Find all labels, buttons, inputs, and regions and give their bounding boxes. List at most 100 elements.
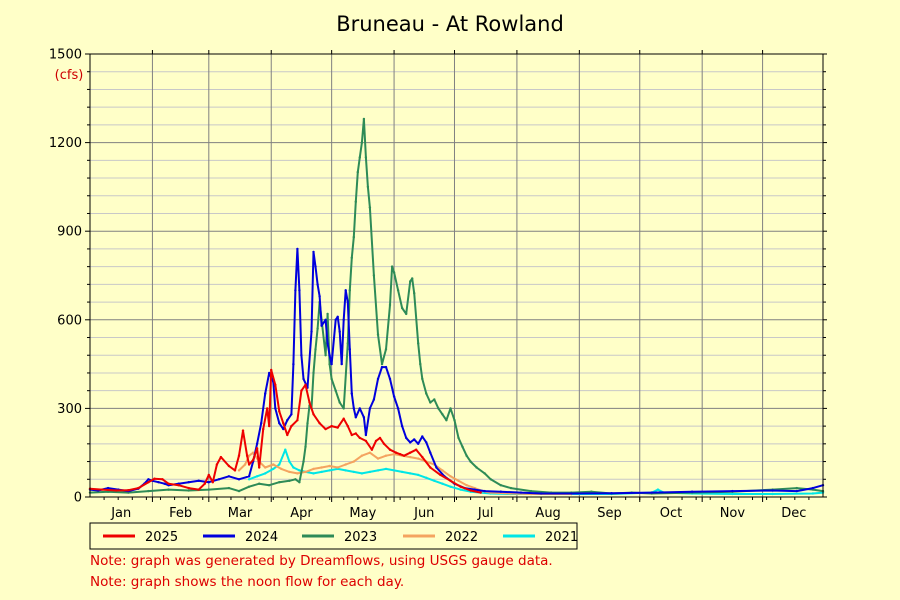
data-point-2023 xyxy=(465,454,468,457)
data-point-2025 xyxy=(439,473,442,477)
data-point-2021 xyxy=(344,469,347,472)
data-point-2024 xyxy=(255,442,259,445)
data-point-2021 xyxy=(368,470,372,474)
data-point-2021 xyxy=(376,469,380,472)
data-point-2025 xyxy=(153,477,156,480)
data-point-2021 xyxy=(811,492,815,495)
data-point-2025 xyxy=(177,484,180,487)
data-point-2023 xyxy=(469,460,472,463)
data-point-2024 xyxy=(312,250,315,254)
data-point-2025 xyxy=(266,407,269,410)
data-point-2025 xyxy=(402,454,406,457)
data-point-2023 xyxy=(187,489,190,492)
data-point-2025 xyxy=(336,426,339,429)
chart-title: Bruneau - At Rowland xyxy=(336,12,564,36)
data-point-2025 xyxy=(251,458,255,462)
data-point-2024 xyxy=(342,318,345,321)
data-point-2024 xyxy=(346,300,349,304)
data-point-2021 xyxy=(459,488,462,491)
x-tick-label: Jan xyxy=(110,506,131,521)
data-point-2021 xyxy=(352,470,355,474)
data-point-2024 xyxy=(187,481,190,484)
data-point-2024 xyxy=(435,466,438,469)
data-point-2024 xyxy=(409,441,412,444)
data-point-2023 xyxy=(529,489,533,493)
data-point-2022 xyxy=(392,453,396,456)
data-point-2023 xyxy=(278,481,281,484)
data-point-2023 xyxy=(350,256,353,259)
x-tick-label: Jul xyxy=(477,506,494,521)
data-point-2024 xyxy=(296,247,299,251)
data-point-2025 xyxy=(398,453,402,456)
data-point-2024 xyxy=(340,362,343,366)
data-point-2023 xyxy=(207,488,210,491)
data-point-2025 xyxy=(241,429,245,432)
data-point-2025 xyxy=(282,422,285,425)
data-point-2024 xyxy=(352,407,355,410)
x-tick-label: Jun xyxy=(413,506,434,521)
data-point-2024 xyxy=(338,330,341,333)
data-point-2025 xyxy=(274,383,277,386)
data-point-2023 xyxy=(437,407,440,410)
data-point-2024 xyxy=(227,475,231,478)
data-point-2022 xyxy=(288,470,291,474)
data-point-2025 xyxy=(421,455,424,459)
data-point-2021 xyxy=(417,473,420,477)
data-point-2024 xyxy=(421,435,424,438)
note-source: Note: graph was generated by Dreamflows,… xyxy=(90,553,553,569)
data-point-2025 xyxy=(374,439,378,443)
data-point-2022 xyxy=(251,451,255,454)
data-point-2025 xyxy=(237,454,241,457)
data-point-2025 xyxy=(382,442,386,445)
x-tick-label: Nov xyxy=(720,506,746,521)
data-point-2024 xyxy=(282,427,285,431)
data-point-2024 xyxy=(354,416,357,419)
data-point-2024 xyxy=(400,424,404,428)
data-point-2023 xyxy=(509,486,513,490)
data-point-2024 xyxy=(290,413,293,416)
data-point-2024 xyxy=(650,491,653,494)
data-point-2025 xyxy=(342,417,345,420)
data-point-2025 xyxy=(388,448,392,451)
y-tick-label: 900 xyxy=(57,225,82,240)
data-point-2023 xyxy=(338,401,341,404)
data-point-2024 xyxy=(690,490,694,493)
data-point-2024 xyxy=(334,318,337,321)
data-point-2024 xyxy=(274,407,277,410)
data-point-2023 xyxy=(358,156,361,159)
data-point-2023 xyxy=(364,156,368,159)
data-point-2023 xyxy=(392,271,396,274)
x-tick-label: Apr xyxy=(290,506,313,521)
data-point-2024 xyxy=(320,324,323,327)
data-point-2021 xyxy=(409,472,412,475)
data-point-2025 xyxy=(459,485,462,488)
data-point-2024 xyxy=(330,362,333,366)
data-point-2025 xyxy=(270,368,273,372)
data-point-2021 xyxy=(312,472,315,475)
data-point-2024 xyxy=(268,371,271,375)
data-point-2024 xyxy=(207,481,210,484)
data-point-2024 xyxy=(499,490,502,493)
data-point-2023 xyxy=(348,289,351,292)
data-point-2023 xyxy=(356,170,359,174)
data-point-2025 xyxy=(449,479,452,482)
data-point-2022 xyxy=(344,463,347,466)
data-point-2023 xyxy=(354,200,357,203)
data-point-2023 xyxy=(795,486,798,490)
data-point-2023 xyxy=(429,401,432,404)
data-point-2022 xyxy=(320,466,323,469)
data-point-2024 xyxy=(358,407,361,410)
data-point-2025 xyxy=(370,448,374,451)
data-point-2022 xyxy=(280,467,283,471)
data-point-2025 xyxy=(308,401,311,404)
data-point-2023 xyxy=(362,117,366,121)
data-point-2023 xyxy=(590,490,593,493)
data-point-2023 xyxy=(106,490,110,493)
data-point-2021 xyxy=(247,478,251,481)
data-point-2022 xyxy=(360,454,364,457)
data-point-2025 xyxy=(262,427,265,431)
data-point-2024 xyxy=(328,354,331,357)
data-point-2024 xyxy=(294,289,297,292)
y-tick-label: 1200 xyxy=(49,136,82,151)
